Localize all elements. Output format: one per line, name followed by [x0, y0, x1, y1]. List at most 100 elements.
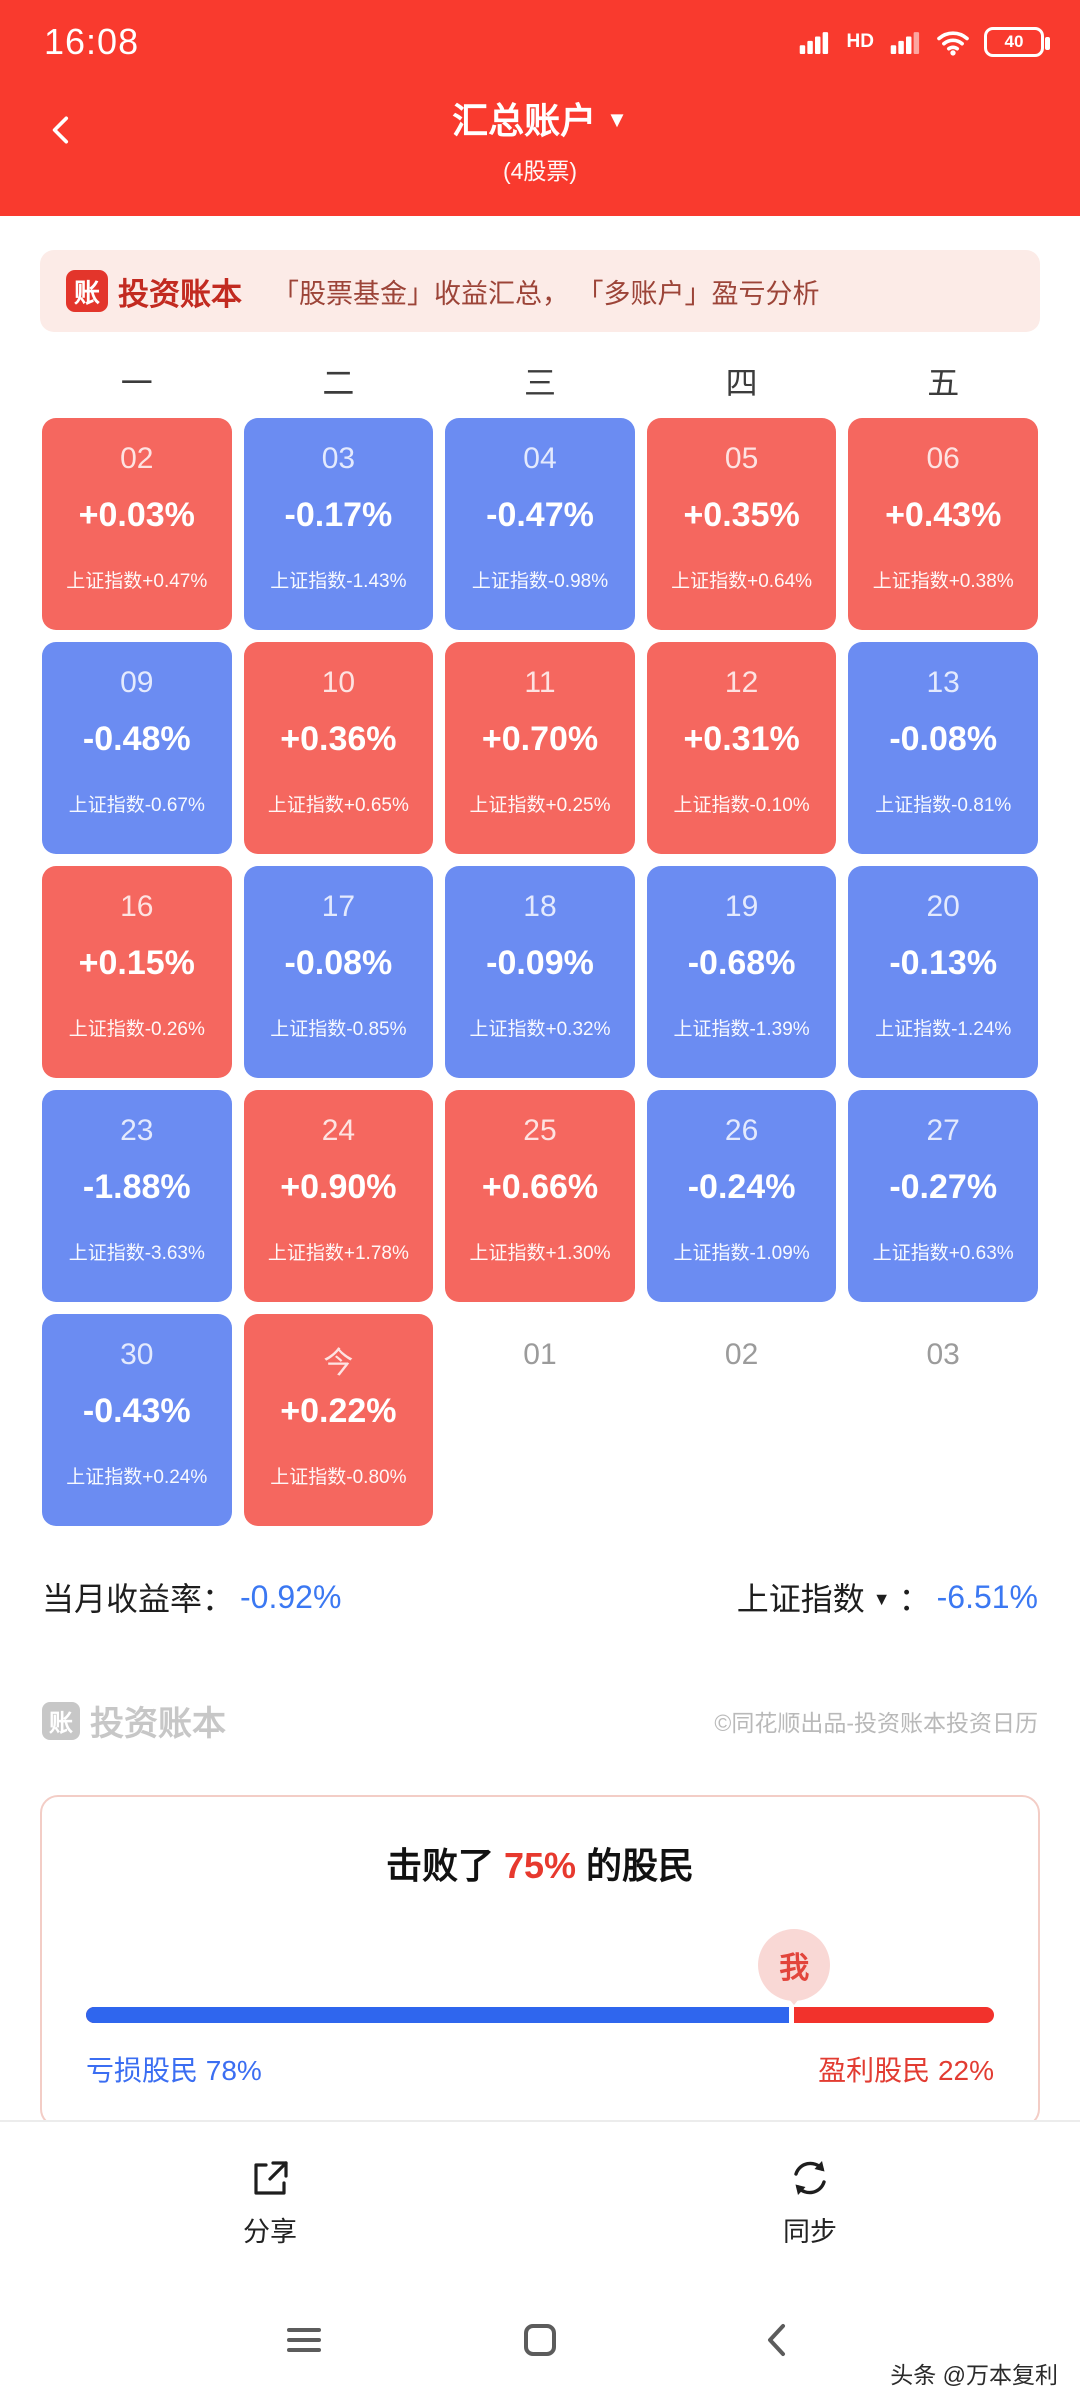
calendar-day-cell[interactable]: 16 +0.15% 上证指数-0.26% [42, 866, 232, 1078]
calendar-day-cell[interactable]: 27 -0.27% 上证指数+0.63% [848, 1090, 1038, 1302]
watermark-logo-text: 投资账本 [90, 1705, 226, 1743]
day-index-change: 上证指数-0.26% [68, 1019, 205, 1040]
share-button[interactable]: 分享 [0, 2122, 540, 2280]
day-number: 02 [120, 442, 154, 475]
beat-title: 击败了 75% 的股民 [86, 1837, 994, 1889]
caret-down-icon: ▼ [606, 107, 628, 132]
day-return: -0.47% [486, 496, 594, 534]
weekday-label: 三 [523, 365, 556, 401]
month-return: 当月收益率： -0.92% [42, 1574, 341, 1620]
day-index-change: 上证指数+0.32% [469, 1019, 611, 1040]
day-index-change: 上证指数-0.85% [270, 1019, 407, 1040]
day-index-change: 上证指数+1.30% [469, 1243, 611, 1264]
day-index-change: 上证指数-0.67% [68, 795, 205, 816]
beat-title-suffix: 的股民 [576, 1845, 695, 1886]
calendar-day-cell[interactable]: 30 -0.43% 上证指数+0.24% [42, 1314, 232, 1526]
calendar-day-cell[interactable]: 10 +0.36% 上证指数+0.65% [243, 642, 434, 854]
battery-level: 40 [1004, 32, 1024, 51]
day-number: 03 [321, 442, 356, 475]
share-icon [254, 2160, 288, 2195]
calendar-day-cell[interactable]: 23 -1.88% 上证指数-3.63% [42, 1090, 232, 1302]
day-number: 12 [724, 666, 759, 699]
app-top-area: 16:08 HD 40 [0, 0, 1080, 216]
sync-button[interactable]: 同步 [540, 2122, 1080, 2280]
calendar-day-cell[interactable]: 01 [445, 1314, 635, 1526]
nav-menu-button[interactable] [264, 2325, 344, 2355]
promo-banner[interactable]: 账 投资账本 「股票基金」收益汇总， 「多账户」盈亏分析 [40, 250, 1040, 332]
index-label: 上证指数 [736, 1581, 865, 1617]
calendar-day-cell[interactable]: 04 -0.47% 上证指数-0.98% [445, 418, 635, 630]
day-number: 20 [926, 890, 960, 923]
signal-icon [799, 32, 828, 54]
status-bar: 16:08 HD 40 [0, 0, 1080, 84]
calendar-day-cell[interactable]: 17 -0.08% 上证指数-0.85% [243, 866, 434, 1078]
promo-slogan: 「股票基金」收益汇总， 「多账户」盈亏分析 [272, 278, 820, 309]
weekday-header: 一 二 三 四 五 [42, 358, 1038, 404]
day-index-change: 上证指数-3.63% [68, 1243, 205, 1264]
day-return: +0.43% [885, 496, 1002, 534]
beat-percent-card: 击败了 75% 的股民 我 亏损股民 78% 盈利股民 22% [40, 1795, 1040, 2127]
day-index-change: 上证指数+0.38% [872, 571, 1014, 592]
beat-labels: 亏损股民 78% 盈利股民 22% [86, 2049, 994, 2089]
day-return: +0.36% [280, 720, 397, 758]
calendar-grid: 02 +0.03% 上证指数+0.47% 03 -0.17% 上证指数-1.43… [42, 418, 1038, 1526]
calendar-day-cell[interactable]: 今 +0.22% 上证指数-0.80% [243, 1314, 434, 1526]
beat-title-pct: 75% [503, 1845, 577, 1886]
day-return: +0.22% [280, 1392, 397, 1430]
calendar-day-cell[interactable]: 13 -0.08% 上证指数-0.81% [848, 642, 1038, 854]
back-button[interactable] [34, 102, 90, 158]
day-index-change: 上证指数+0.64% [671, 571, 813, 592]
menu-icon [287, 2328, 321, 2352]
calendar-day-cell[interactable]: 11 +0.70% 上证指数+0.25% [445, 642, 635, 854]
day-return: +0.03% [78, 496, 195, 534]
calendar-day-cell[interactable]: 05 +0.35% 上证指数+0.64% [646, 418, 837, 630]
calendar-day-cell[interactable]: 20 -0.13% 上证指数-1.24% [848, 866, 1038, 1078]
nav-home-button[interactable] [500, 2324, 580, 2356]
day-return: -0.27% [889, 1168, 998, 1206]
day-number: 25 [523, 1114, 557, 1147]
day-number: 02 [724, 1338, 759, 1371]
me-marker-row: 我 [86, 1889, 994, 2007]
day-return: -0.68% [687, 944, 796, 982]
day-index-change: 上证指数-1.39% [673, 1019, 810, 1040]
sync-label: 同步 [783, 2216, 837, 2247]
loss-label: 亏损股民 78% [86, 2055, 262, 2086]
month-return-value: -0.92% [240, 1578, 342, 1615]
calendar-day-cell[interactable]: 06 +0.43% 上证指数+0.38% [848, 418, 1038, 630]
calendar-day-cell[interactable]: 18 -0.09% 上证指数+0.32% [445, 866, 635, 1078]
day-return: +0.66% [481, 1168, 599, 1206]
share-label: 分享 [243, 2216, 297, 2247]
battery-icon: 40 [984, 27, 1050, 57]
nav-back-button[interactable] [736, 2322, 816, 2358]
sync-icon [794, 2160, 826, 2195]
calendar-day-cell[interactable]: 26 -0.24% 上证指数-1.09% [646, 1090, 837, 1302]
signal-icon-2 [890, 32, 920, 54]
day-number: 27 [926, 1114, 960, 1147]
account-dropdown[interactable]: 汇总账户 ▼ [452, 92, 628, 144]
calendar-day-cell[interactable]: 09 -0.48% 上证指数-0.67% [42, 642, 232, 854]
day-number: 30 [120, 1338, 154, 1371]
home-square-icon [524, 2324, 556, 2356]
calendar-day-cell[interactable]: 25 +0.66% 上证指数+1.30% [445, 1090, 635, 1302]
calendar-day-cell[interactable]: 02 [647, 1314, 837, 1526]
day-index-change: 上证指数+0.47% [66, 571, 208, 592]
calendar-day-cell[interactable]: 19 -0.68% 上证指数-1.39% [646, 866, 837, 1078]
calendar-day-cell[interactable]: 24 +0.90% 上证指数+1.78% [243, 1090, 434, 1302]
weekday-label: 五 [927, 365, 960, 401]
day-number: 今 [323, 1347, 354, 1380]
day-number: 26 [724, 1114, 759, 1147]
index-return-value: -6.51% [936, 1578, 1038, 1615]
wifi-icon [937, 31, 969, 56]
day-index-change: 上证指数+0.25% [469, 795, 611, 816]
day-index-change: 上证指数-1.09% [673, 1243, 810, 1264]
index-selector[interactable]: 上证指数 ▼ ： -6.51% [737, 1574, 1038, 1620]
watermark-logo: 账 投资账本 [42, 1696, 226, 1745]
day-return: -0.48% [82, 720, 191, 758]
calendar-day-cell[interactable]: 03 [848, 1314, 1038, 1526]
calendar-day-cell[interactable]: 12 +0.31% 上证指数-0.10% [646, 642, 837, 854]
day-return: -0.24% [687, 1168, 796, 1206]
hd-badge: HD [846, 31, 874, 52]
calendar-day-cell[interactable]: 02 +0.03% 上证指数+0.47% [42, 418, 232, 630]
month-summary: 当月收益率： -0.92% 上证指数 ▼ ： -6.51% [42, 1574, 1038, 1620]
calendar-day-cell[interactable]: 03 -0.17% 上证指数-1.43% [243, 418, 434, 630]
